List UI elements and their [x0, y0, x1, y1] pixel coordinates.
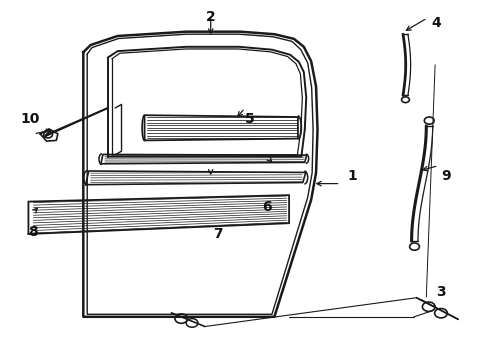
Text: 3: 3 [436, 285, 446, 298]
Text: 7: 7 [213, 227, 223, 241]
Text: 2: 2 [206, 10, 216, 24]
Text: 9: 9 [441, 170, 451, 183]
Text: 5: 5 [245, 112, 255, 126]
Text: 8: 8 [28, 225, 38, 239]
Text: 1: 1 [348, 170, 358, 183]
Text: 10: 10 [21, 112, 40, 126]
Text: 4: 4 [431, 17, 441, 30]
Text: 6: 6 [262, 200, 272, 214]
